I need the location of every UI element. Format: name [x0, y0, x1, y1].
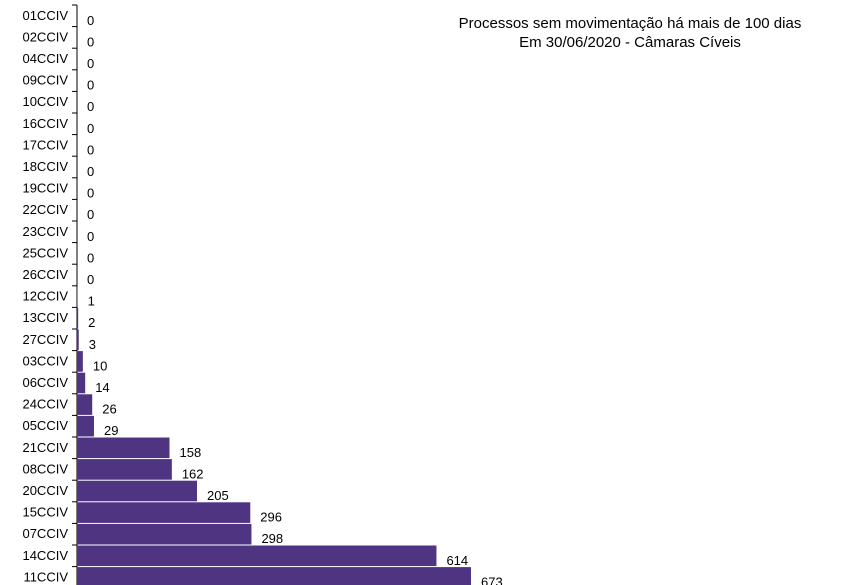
data-label: 0 — [87, 229, 94, 244]
data-label: 298 — [261, 531, 283, 546]
bar — [77, 307, 79, 329]
data-label: 162 — [182, 466, 204, 481]
data-label: 0 — [87, 164, 94, 179]
bar — [77, 372, 86, 394]
bar — [77, 351, 83, 372]
bar — [77, 502, 251, 523]
data-label: 205 — [207, 488, 229, 503]
category-label: 04CCIV — [22, 51, 68, 66]
bar — [77, 459, 172, 480]
category-label: 14CCIV — [22, 548, 68, 563]
category-label: 01CCIV — [22, 8, 68, 23]
bar — [77, 394, 93, 415]
data-label: 0 — [87, 121, 94, 136]
data-label: 10 — [93, 358, 107, 373]
data-label: 0 — [87, 186, 94, 201]
category-label: 23CCIV — [22, 224, 68, 239]
category-label: 16CCIV — [22, 116, 68, 131]
category-label: 24CCIV — [22, 397, 68, 412]
data-label: 614 — [446, 553, 468, 568]
data-label: 296 — [260, 510, 282, 525]
bar — [77, 286, 78, 307]
data-label: 26 — [102, 402, 116, 417]
chart-title-block: Processos sem movimentação há mais de 10… — [400, 14, 860, 52]
data-label: 2 — [88, 315, 95, 330]
category-label: 21CCIV — [22, 440, 68, 455]
data-label: 14 — [95, 380, 109, 395]
category-label: 09CCIV — [22, 73, 68, 88]
category-label: 27CCIV — [22, 332, 68, 347]
category-label: 11CCIV — [23, 569, 68, 584]
bar — [77, 545, 437, 567]
category-label: 07CCIV — [22, 526, 68, 541]
category-label: 20CCIV — [22, 483, 68, 498]
category-label: 12CCIV — [22, 289, 68, 304]
category-label: 03CCIV — [22, 353, 68, 368]
data-label: 3 — [89, 337, 96, 352]
bar — [77, 415, 94, 437]
data-label: 158 — [179, 445, 201, 460]
category-label: 10CCIV — [22, 94, 68, 109]
category-label: 08CCIV — [22, 461, 68, 476]
data-label: 0 — [87, 142, 94, 157]
category-label: 13CCIV — [22, 310, 68, 325]
chart-title: Processos sem movimentação há mais de 10… — [458, 15, 802, 32]
bar — [77, 567, 471, 585]
bar — [77, 329, 79, 351]
data-label: 0 — [87, 99, 94, 114]
chart-subtitle: Em 30/06/2020 - Câmaras Cíveis — [519, 34, 741, 51]
data-label: 0 — [87, 34, 94, 49]
category-label: 18CCIV — [22, 159, 68, 174]
data-label: 0 — [87, 207, 94, 222]
data-label: 0 — [87, 78, 94, 93]
bar — [77, 523, 252, 545]
category-label: 05CCIV — [22, 418, 68, 433]
bar — [77, 437, 170, 459]
data-label: 0 — [87, 272, 94, 287]
category-label: 19CCIV — [22, 181, 68, 196]
category-label: 25CCIV — [22, 245, 68, 260]
category-label: 26CCIV — [22, 267, 68, 282]
category-label: 02CCIV — [22, 29, 68, 44]
data-label: 673 — [481, 574, 503, 585]
data-label: 1 — [88, 294, 95, 309]
data-label: 0 — [87, 13, 94, 28]
data-label: 0 — [87, 250, 94, 265]
data-label: 0 — [87, 56, 94, 71]
category-label: 22CCIV — [22, 202, 68, 217]
category-label: 17CCIV — [22, 137, 68, 152]
category-label: 06CCIV — [22, 375, 68, 390]
bar — [77, 480, 198, 502]
data-label: 29 — [104, 423, 118, 438]
category-label: 15CCIV — [22, 505, 68, 520]
